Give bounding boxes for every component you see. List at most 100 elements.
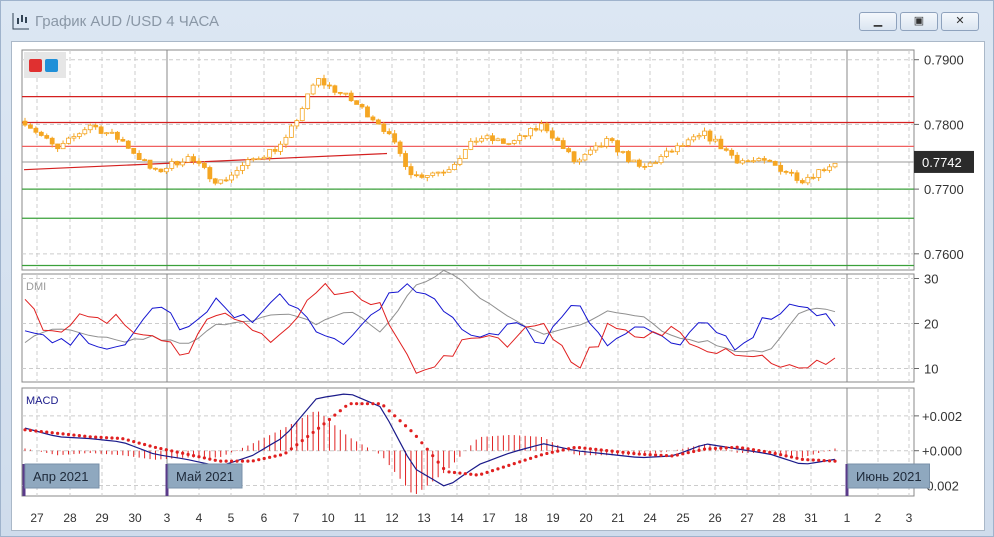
macd-signal-dot xyxy=(181,451,185,455)
candle xyxy=(381,123,387,132)
candle xyxy=(528,128,533,137)
macd-signal-dot xyxy=(376,402,380,406)
candle xyxy=(38,131,44,136)
macd-signal-dot xyxy=(278,453,283,457)
macd-signal-dot xyxy=(132,440,136,444)
macd-signal-dot xyxy=(387,409,391,413)
candle xyxy=(680,145,686,147)
candle xyxy=(506,143,512,145)
macd-signal-dot xyxy=(409,429,413,433)
macd-signal-dot xyxy=(425,447,429,451)
candle xyxy=(283,136,289,145)
candle xyxy=(174,161,180,166)
maximize-button[interactable]: ▣ xyxy=(900,12,938,31)
candle xyxy=(261,156,267,160)
dmi-tick-label: 10 xyxy=(924,362,938,377)
candle xyxy=(104,132,109,135)
candle xyxy=(180,161,186,166)
candle xyxy=(441,171,446,174)
macd-signal-dot xyxy=(257,458,261,462)
candle xyxy=(93,124,99,128)
candle xyxy=(582,153,588,161)
candle xyxy=(392,133,398,143)
price-tick-label: 0.7600 xyxy=(924,247,964,262)
candle xyxy=(446,169,452,173)
candle xyxy=(734,154,740,164)
close-button[interactable]: ✕ xyxy=(941,12,979,31)
x-tick-label: 11 xyxy=(354,511,367,525)
candle xyxy=(539,123,544,131)
chart-canvas[interactable]: 27 28 29 30 3 4 5 6 7 10 11 12 13 14 17 18 19 20 21 24 25 26 2… xyxy=(2,2,976,525)
candle xyxy=(343,92,349,95)
price-tick-label: 0.7800 xyxy=(924,117,964,132)
candle xyxy=(789,171,794,174)
candle xyxy=(816,169,822,178)
macd-signal-dot xyxy=(632,451,636,456)
candle xyxy=(82,129,88,135)
trend-line xyxy=(23,152,388,171)
macd-signal-dot xyxy=(572,445,576,450)
candle xyxy=(22,120,28,126)
candle xyxy=(571,151,577,163)
candle xyxy=(71,136,77,139)
month-label: Июнь 2021 xyxy=(856,469,922,484)
macd-signal-dot xyxy=(77,434,81,438)
macd-signal-dot xyxy=(110,436,114,440)
minimize-button[interactable]: ▁ xyxy=(859,12,897,31)
candle xyxy=(713,138,718,142)
macd-signal-dot xyxy=(23,428,27,432)
macd-signal-dot xyxy=(338,409,342,413)
candle xyxy=(28,124,33,129)
macd-signal-dot xyxy=(371,402,375,406)
candle xyxy=(397,141,403,154)
candle xyxy=(658,156,664,164)
candle xyxy=(664,150,669,157)
candle xyxy=(615,140,620,153)
candle xyxy=(772,161,778,166)
macd-signal-dot xyxy=(806,458,810,462)
x-tick-label: 25 xyxy=(676,511,690,525)
macd-signal-dot xyxy=(349,402,353,406)
macd-signal-dot xyxy=(545,451,549,456)
candle xyxy=(60,142,66,150)
macd-signal-dot xyxy=(496,467,500,471)
macd-signal-dot xyxy=(458,471,462,475)
macd-signal-dot xyxy=(779,453,783,457)
macd-signal-dot xyxy=(393,414,397,418)
candle xyxy=(587,149,593,155)
macd-signal-dot xyxy=(713,446,718,451)
candle xyxy=(827,166,832,171)
macd-signal-dot xyxy=(817,458,821,462)
macd-signal-dot xyxy=(403,424,408,428)
macd-signal-dot xyxy=(202,456,206,460)
macd-signal-dot xyxy=(322,422,326,426)
candle xyxy=(740,160,745,164)
candle xyxy=(196,160,202,164)
chart-area[interactable]: 27 28 29 30 3 4 5 6 7 10 11 12 13 14 17 18 19 20 21 24 25 26 2… xyxy=(11,41,985,531)
macd-signal-dot xyxy=(142,442,147,447)
macd-signal-dot xyxy=(757,449,761,453)
macd-signal-dot xyxy=(664,453,669,458)
minus-di-line xyxy=(24,282,836,374)
month-label-box xyxy=(167,463,243,489)
pane-frame xyxy=(21,387,915,497)
candle xyxy=(185,156,191,163)
macd-signal-dot xyxy=(773,451,777,456)
macd-signal-dot xyxy=(360,402,364,406)
macd-signal-dot xyxy=(702,447,707,451)
dmi-tick-label: 30 xyxy=(924,272,938,287)
macd-signal-dot xyxy=(637,452,641,456)
macd-signal-dot xyxy=(208,457,212,461)
candle xyxy=(620,151,626,153)
x-tick-label: 12 xyxy=(385,511,399,525)
candle xyxy=(805,176,811,184)
macd-signal-dot xyxy=(66,432,71,437)
macd-main-line xyxy=(24,393,836,487)
candle xyxy=(414,174,419,177)
candle xyxy=(718,138,724,150)
candle xyxy=(327,84,332,87)
macd-signal-dot xyxy=(39,429,43,434)
candle xyxy=(598,145,604,148)
candle xyxy=(522,135,528,138)
macd-signal-dot xyxy=(621,450,625,454)
